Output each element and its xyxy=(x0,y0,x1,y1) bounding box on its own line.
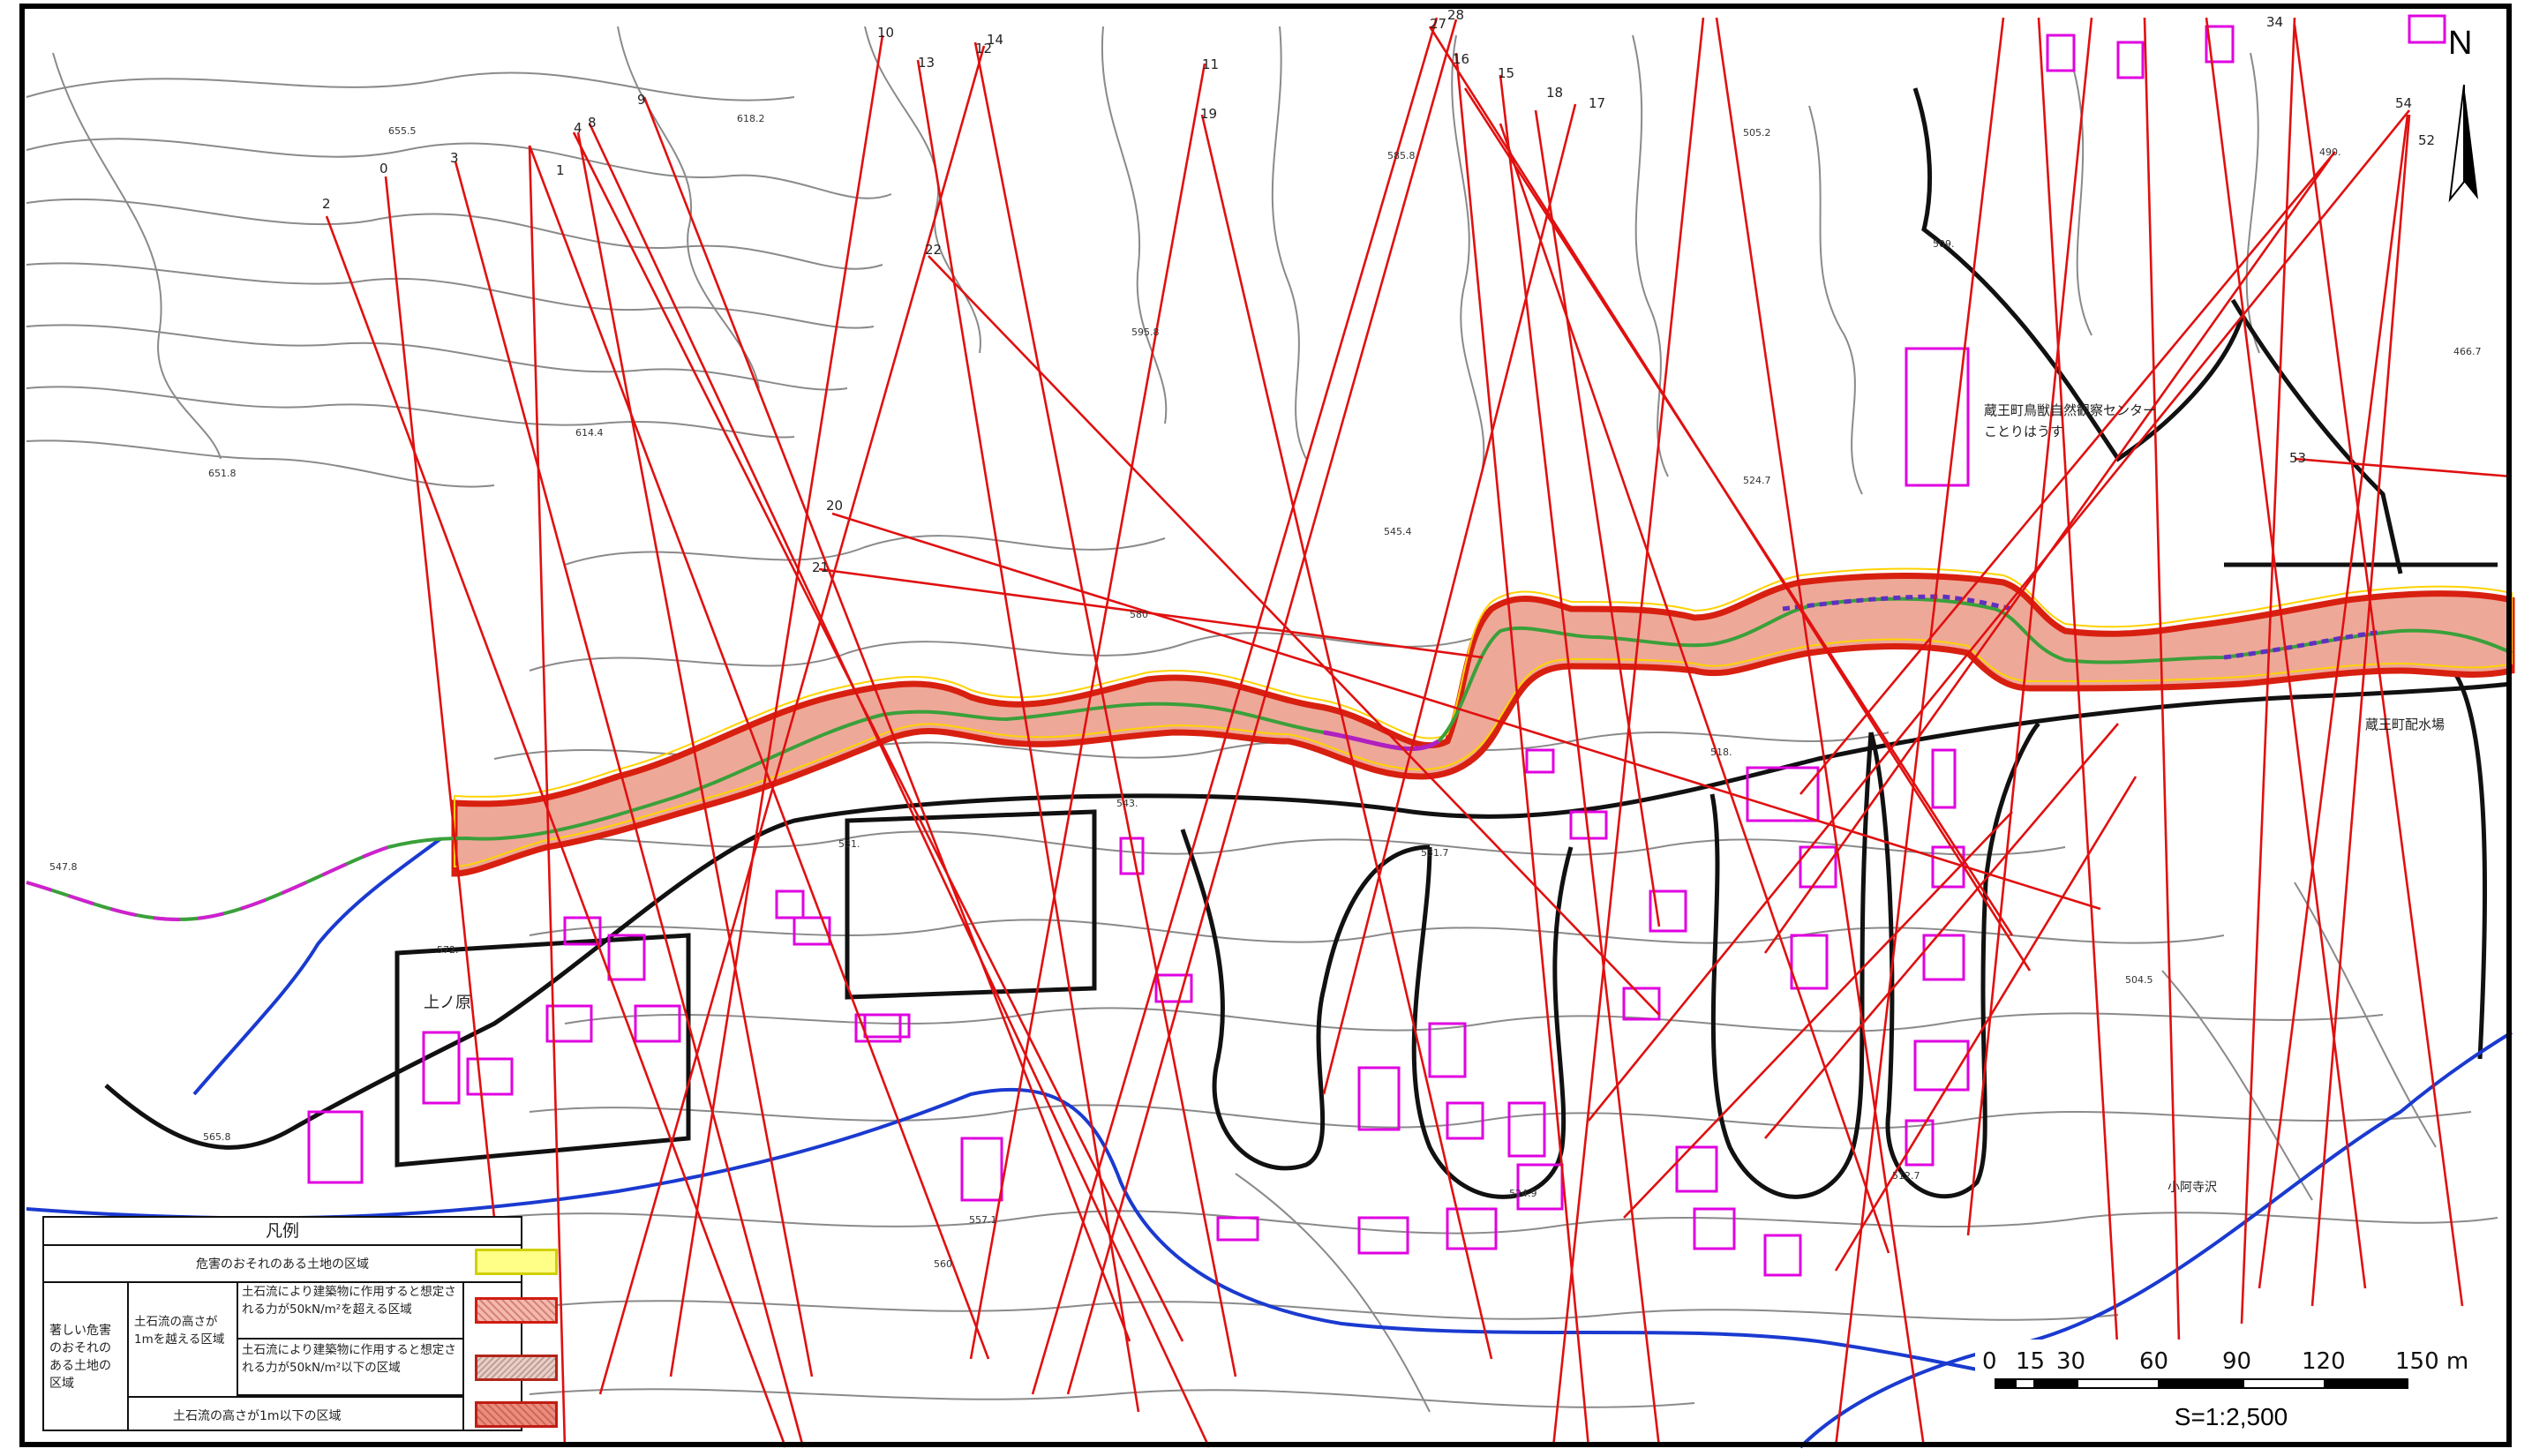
scale-tick: 15 xyxy=(2016,1348,2046,1375)
scale-tick: 60 xyxy=(2139,1348,2169,1375)
svg-text:504.5: 504.5 xyxy=(2125,974,2153,986)
scale-tick: 30 xyxy=(2056,1348,2086,1375)
svg-text:512.7: 512.7 xyxy=(1892,1170,1920,1182)
legend-row-warning: 危害のおそれのある土地の区域 xyxy=(44,1244,521,1283)
section-label: 18 xyxy=(1546,85,1563,101)
section-lines xyxy=(325,17,2513,1448)
scale-tick: 150 m xyxy=(2395,1348,2469,1375)
svg-text:651.8: 651.8 xyxy=(208,468,237,479)
legend-height-under: 土石流の高さが1m以下の区域 xyxy=(129,1396,464,1431)
north-arrow-icon xyxy=(2448,84,2478,203)
legend-swatch-force-under xyxy=(475,1355,558,1381)
svg-text:595.8: 595.8 xyxy=(1131,326,1160,338)
section-label: 15 xyxy=(1498,65,1514,81)
legend-height-over: 土石流の高さが1mを越える区域 xyxy=(129,1281,238,1396)
svg-text:531.7: 531.7 xyxy=(1421,847,1449,859)
scale-tick: 120 xyxy=(2302,1348,2346,1375)
section-label: 54 xyxy=(2395,95,2412,111)
section-label: 34 xyxy=(2266,14,2283,30)
rivers xyxy=(26,837,2513,1449)
svg-text:543.: 543. xyxy=(1116,798,1138,809)
svg-text:509.: 509. xyxy=(1933,238,1955,250)
section-label: 2 xyxy=(322,196,331,212)
place-label-water: 蔵王町配水場 xyxy=(2365,717,2445,732)
section-label: 10 xyxy=(877,25,894,41)
legend: 凡例 危害のおそれのある土地の区域 著しい危害のおそれのある土地の区域 土石流の… xyxy=(42,1216,558,1431)
svg-text:524.7: 524.7 xyxy=(1743,475,1771,486)
svg-text:572.: 572. xyxy=(437,944,459,956)
place-label-nature-center-sub: ことりはうす xyxy=(1984,424,2063,439)
legend-swatch-force-over xyxy=(475,1297,558,1324)
svg-text:580: 580 xyxy=(1130,609,1148,620)
svg-text:531.: 531. xyxy=(838,838,860,850)
svg-text:560: 560 xyxy=(934,1258,952,1270)
scale-tick: 90 xyxy=(2222,1348,2252,1375)
scale-tick: 0 xyxy=(1982,1348,1997,1375)
legend-swatch-warning xyxy=(475,1249,558,1275)
section-label: 0 xyxy=(379,161,388,176)
section-label: 11 xyxy=(1202,56,1219,72)
north-label: N xyxy=(2448,25,2473,62)
section-label: 9 xyxy=(637,92,646,108)
section-label: 13 xyxy=(918,55,935,71)
place-labels: 上ノ原 蔵王町鳥獣自然観察センター ことりはうす 蔵王町配水場 小阿寺沢 xyxy=(424,402,2445,1195)
svg-text:618.2: 618.2 xyxy=(737,113,765,124)
scale-ratio: S=1:2,500 xyxy=(2174,1403,2288,1430)
section-label: 52 xyxy=(2418,132,2435,148)
svg-text:490.: 490. xyxy=(2319,146,2341,158)
scale-bar: 0 15 30 60 90 120 150 m S=1:2,500 xyxy=(1975,1340,2487,1437)
place-label-stream: 小阿寺沢 xyxy=(2168,1181,2217,1195)
legend-title: 凡例 xyxy=(44,1218,521,1246)
section-label: 8 xyxy=(588,115,597,131)
svg-text:585.8: 585.8 xyxy=(1387,150,1416,161)
svg-text:557.1: 557.1 xyxy=(969,1214,997,1226)
svg-text:545.4: 545.4 xyxy=(1384,526,1412,537)
section-label: 53 xyxy=(2289,450,2306,466)
svg-text:524.9: 524.9 xyxy=(1509,1188,1537,1199)
section-label: 22 xyxy=(925,242,942,258)
svg-text:466.7: 466.7 xyxy=(2453,346,2482,357)
elevation-labels: 655.5 618.2 651.8 614.4 585.8 505.2 595.… xyxy=(49,113,2482,1270)
legend-swatch-height-under xyxy=(475,1401,558,1428)
svg-text:565.8: 565.8 xyxy=(203,1131,231,1143)
section-label: 14 xyxy=(987,32,1003,48)
legend-special-head: 著しい危害のおそれのある土地の区域 xyxy=(44,1281,129,1431)
section-label: 19 xyxy=(1200,106,1217,122)
svg-text:505.2: 505.2 xyxy=(1743,127,1771,139)
svg-text:547.8: 547.8 xyxy=(49,861,78,873)
section-number-labels: 0 1 2 3 4 8 9 10 11 12 13 14 15 16 17 18… xyxy=(322,7,2435,575)
buildings xyxy=(307,14,2446,1277)
legend-force-under: 土石流により建築物に作用すると想定される力が50kN/m²以下の区域 xyxy=(238,1340,464,1396)
svg-text:655.5: 655.5 xyxy=(388,125,417,137)
section-label: 17 xyxy=(1589,95,1605,111)
svg-text:518.: 518. xyxy=(1710,747,1732,758)
section-label: 4 xyxy=(574,120,582,136)
section-label: 3 xyxy=(450,150,459,166)
place-label-kaminohara: 上ノ原 xyxy=(424,994,471,1012)
place-label-nature-center: 蔵王町鳥獣自然観察センター xyxy=(1984,402,2156,418)
section-label: 28 xyxy=(1447,7,1464,23)
section-label: 27 xyxy=(1430,16,1446,32)
section-label: 21 xyxy=(812,559,829,575)
section-label: 12 xyxy=(975,41,992,56)
section-label: 20 xyxy=(826,498,843,514)
north-arrow: N xyxy=(2438,25,2491,203)
section-label: 1 xyxy=(556,162,565,178)
section-label: 16 xyxy=(1453,51,1469,67)
debris-flow-hazard-zone xyxy=(26,567,2515,921)
svg-text:614.4: 614.4 xyxy=(575,427,604,439)
legend-force-over: 土石流により建築物に作用すると想定される力が50kN/m²を超える区域 xyxy=(238,1281,464,1340)
